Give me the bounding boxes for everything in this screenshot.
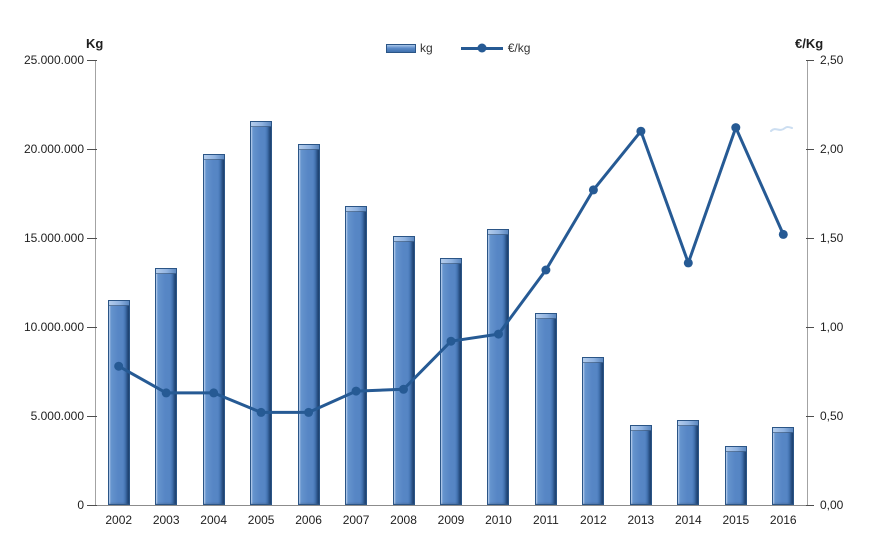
left-axis-tick-label: 5.000.000 bbox=[30, 409, 84, 423]
x-axis-label-2003: 2003 bbox=[152, 513, 180, 527]
left-axis-tick-mark bbox=[87, 327, 97, 328]
left-axis-tick-mark bbox=[87, 149, 97, 150]
right-axis-title: €/Kg bbox=[795, 36, 824, 51]
bar-2011 bbox=[534, 312, 557, 505]
bar-2010 bbox=[487, 229, 510, 505]
bar-series-swatch-icon bbox=[386, 43, 416, 53]
x-axis-label-2004: 2004 bbox=[200, 513, 227, 527]
bar-2006 bbox=[297, 143, 320, 505]
bar-2002 bbox=[107, 300, 130, 505]
x-axis-label-2006: 2006 bbox=[295, 513, 322, 527]
right-axis-tick-mark bbox=[806, 327, 814, 328]
right-axis-tick-label: 0,00 bbox=[820, 498, 844, 512]
legend-label-kg: kg bbox=[420, 41, 433, 55]
chart-legend: kg €/kg bbox=[386, 40, 530, 56]
left-axis-tick-mark bbox=[87, 505, 97, 506]
left-value-axis-line bbox=[95, 60, 96, 505]
bar-2007 bbox=[345, 205, 368, 505]
left-axis-tick-mark bbox=[87, 416, 97, 417]
line-point-2016 bbox=[778, 229, 788, 239]
line-series-swatch-icon bbox=[460, 43, 503, 53]
bar-2003 bbox=[155, 268, 178, 505]
bar-2012 bbox=[582, 357, 605, 505]
left-axis-title: Kg bbox=[86, 36, 104, 51]
x-axis-label-2016: 2016 bbox=[769, 513, 797, 527]
bar-2008 bbox=[392, 236, 415, 505]
right-axis-tick-label: 2,00 bbox=[820, 142, 844, 156]
x-axis-label-2013: 2013 bbox=[627, 513, 655, 527]
right-axis-tick-label: 1,50 bbox=[820, 231, 844, 245]
left-axis-tick-label: 25.000.000 bbox=[23, 53, 84, 67]
bar-2009 bbox=[440, 257, 462, 505]
bar-2004 bbox=[202, 154, 225, 505]
right-value-axis-line bbox=[807, 60, 808, 505]
x-axis-label-2012: 2012 bbox=[580, 513, 607, 527]
legend-label-eur-kg: €/kg bbox=[507, 41, 531, 55]
line-point-2011 bbox=[541, 265, 551, 275]
category-axis-line bbox=[88, 505, 808, 506]
line-marker-icon bbox=[477, 43, 487, 53]
x-axis-label-2007: 2007 bbox=[342, 513, 370, 527]
x-axis-label-2014: 2014 bbox=[674, 513, 702, 527]
x-axis-label-2002: 2002 bbox=[105, 513, 133, 527]
right-axis-tick-mark bbox=[806, 416, 814, 417]
right-axis-tick-label: 0,50 bbox=[820, 409, 844, 423]
bar-2016 bbox=[772, 426, 795, 505]
line-point-2014 bbox=[683, 258, 693, 268]
bar-2015 bbox=[724, 446, 747, 505]
left-axis-tick-label: 15.000.000 bbox=[23, 231, 84, 245]
right-axis-tick-mark bbox=[806, 238, 814, 239]
bar-2005 bbox=[250, 120, 273, 505]
x-axis-label-2010: 2010 bbox=[485, 513, 512, 527]
line-point-2012 bbox=[588, 185, 598, 195]
left-axis-tick-mark bbox=[87, 238, 97, 239]
bar-2013 bbox=[629, 424, 652, 505]
right-axis-tick-label: 2,50 bbox=[820, 53, 844, 67]
x-axis-label-2008: 2008 bbox=[390, 513, 417, 527]
x-axis-label-2005: 2005 bbox=[247, 513, 275, 527]
right-axis-tick-mark bbox=[806, 149, 814, 150]
line-point-2015 bbox=[731, 123, 741, 133]
x-axis-label-2009: 2009 bbox=[437, 513, 465, 527]
right-axis-tick-mark bbox=[806, 60, 814, 61]
right-axis-tick-mark bbox=[806, 505, 814, 506]
bar-2014 bbox=[677, 419, 700, 505]
x-axis-label-2011: 2011 bbox=[533, 513, 559, 527]
line-point-2013 bbox=[636, 126, 646, 136]
left-axis-tick-label: 10.000.000 bbox=[23, 320, 84, 334]
right-axis-tick-label: 1,00 bbox=[820, 320, 844, 334]
faint-squiggle-artifact bbox=[770, 126, 793, 132]
left-axis-tick-label: 20.000.000 bbox=[23, 142, 84, 156]
left-axis-tick-mark bbox=[87, 60, 97, 61]
x-axis-label-2015: 2015 bbox=[722, 513, 750, 527]
left-axis-tick-label: 0 bbox=[77, 498, 84, 512]
